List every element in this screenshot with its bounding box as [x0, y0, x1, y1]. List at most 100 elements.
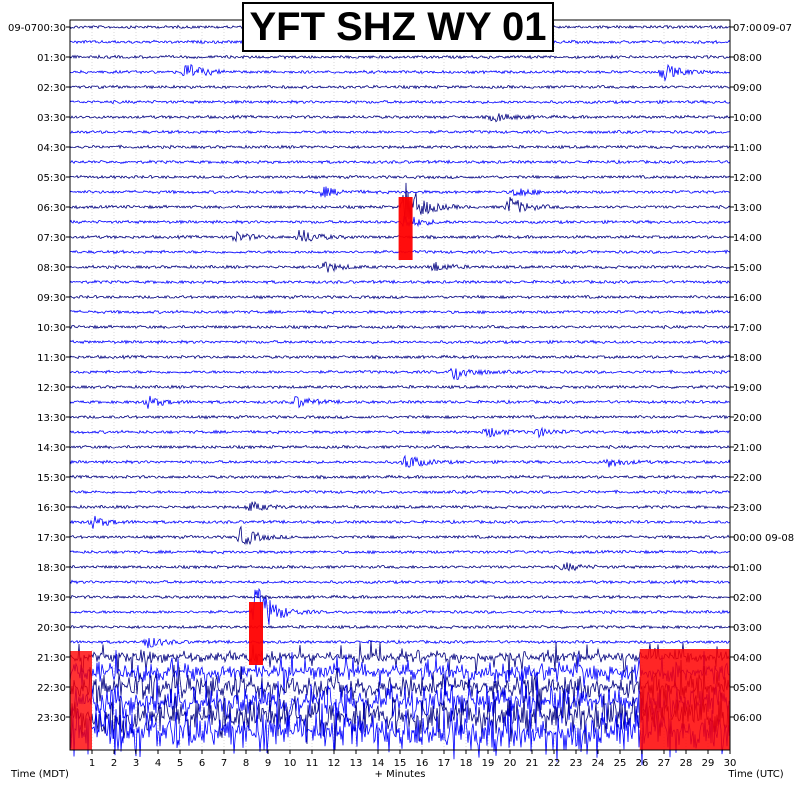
- right-time-label: 21:00: [733, 443, 762, 454]
- x-tick-label: 27: [658, 758, 671, 769]
- right-time-label: 19:00: [733, 383, 762, 394]
- right-time-label: 16:00: [733, 293, 762, 304]
- x-tick-label: 19: [482, 758, 495, 769]
- right-time-label: 17:00: [733, 323, 762, 334]
- left-time-label: 02:30: [37, 83, 66, 94]
- x-tick-label: 5: [177, 758, 183, 769]
- x-tick-label: 14: [372, 758, 385, 769]
- trace-row: [69, 294, 731, 300]
- x-tick-label: 21: [526, 758, 539, 769]
- date-right: 09-07: [763, 23, 792, 34]
- left-time-label: 21:30: [37, 653, 66, 664]
- left-time-label: 01:30: [37, 53, 66, 64]
- trace-row: [69, 279, 731, 285]
- x-tick-label: 25: [614, 758, 627, 769]
- clip-block: [639, 649, 730, 750]
- trace-row: [69, 84, 731, 90]
- x-tick-label: 17: [438, 758, 451, 769]
- right-time-label: 02:00: [733, 593, 762, 604]
- left-time-label: 17:30: [37, 533, 66, 544]
- trace-row: [69, 444, 731, 450]
- x-tick-label: 3: [133, 758, 139, 769]
- trace-row: [69, 515, 731, 529]
- right-time-label: 01:00: [733, 563, 762, 574]
- right-time-label: 12:00: [733, 173, 762, 184]
- x-tick-label: 22: [548, 758, 561, 769]
- trace-row: [69, 261, 731, 273]
- right-time-label: 11:00: [733, 143, 762, 154]
- x-tick-label: 29: [702, 758, 715, 769]
- x-tick-label: 15: [394, 758, 407, 769]
- trace-row: [69, 694, 731, 766]
- trace-row: [69, 489, 731, 495]
- right-time-label: 06:00: [733, 713, 762, 724]
- right-time-label: 10:00: [733, 113, 762, 124]
- trace-row: [69, 99, 731, 105]
- clip-marker: [398, 197, 413, 260]
- x-tick-label: 8: [243, 758, 249, 769]
- trace-row: [69, 339, 731, 345]
- trace-row: [69, 687, 731, 751]
- x-tick-label: 10: [284, 758, 297, 769]
- right-time-label: 03:00: [733, 623, 762, 634]
- trace-row: [69, 650, 731, 696]
- left-time-label: 14:30: [37, 443, 66, 454]
- right-time-label: 20:00: [733, 413, 762, 424]
- left-time-label: 22:30: [37, 683, 66, 694]
- left-time-label: 23:30: [37, 713, 66, 724]
- clip-block: [70, 651, 92, 750]
- clipped-segments: [70, 197, 730, 750]
- trace-row: [69, 367, 731, 381]
- right-time-label: 08:00: [733, 53, 762, 64]
- trace-row: [69, 587, 731, 628]
- left-time-label: 11:30: [37, 353, 66, 364]
- x-tick-label: 9: [265, 758, 271, 769]
- x-tick-label: 23: [570, 758, 583, 769]
- x-tick-label: 28: [680, 758, 693, 769]
- right-time-label: 00:00 09-08: [733, 533, 794, 544]
- trace-row: [69, 624, 731, 630]
- left-time-label: 19:30: [37, 593, 66, 604]
- trace-row: [69, 186, 731, 198]
- trace-row: [69, 174, 730, 180]
- left-time-label: 16:30: [37, 503, 66, 514]
- x-tick-label: 26: [636, 758, 649, 769]
- left-time-label: 00:30: [37, 23, 66, 34]
- trace-row: [69, 159, 731, 165]
- trace-row: [69, 354, 731, 360]
- x-tick-label: 16: [416, 758, 429, 769]
- trace-row: [69, 454, 731, 468]
- x-tick-label: 2: [111, 758, 117, 769]
- left-time-label: 09:30: [37, 293, 66, 304]
- right-time-label: 22:00: [733, 473, 762, 484]
- x-tick-label: 20: [504, 758, 517, 769]
- trace-row: [69, 395, 731, 409]
- right-time-label: 04:00: [733, 653, 762, 664]
- right-axis-label: Time (UTC): [727, 769, 783, 780]
- x-axis-label: + Minutes: [375, 769, 426, 780]
- right-time-label: 07:00: [733, 23, 762, 34]
- left-time-label: 12:30: [37, 383, 66, 394]
- axis-labels: 00:30 01:30 02:30 03:30 04:30 05:30 06:30 07:30…: [8, 23, 794, 780]
- right-time-label: 05:00: [733, 683, 762, 694]
- clip-marker: [249, 602, 263, 665]
- trace-row: [69, 414, 731, 420]
- x-tick-label: 1: [89, 758, 95, 769]
- left-time-label: 13:30: [37, 413, 66, 424]
- x-tick-label: 11: [306, 758, 319, 769]
- left-time-label: 04:30: [37, 143, 66, 154]
- chart-title: YFT SHZ WY 01: [242, 2, 554, 52]
- trace-row: [69, 113, 731, 123]
- x-tick-label: 6: [199, 758, 205, 769]
- trace-row: [69, 426, 731, 439]
- minute-gridlines: [91, 20, 709, 750]
- plot-frame: [69, 19, 731, 751]
- trace-row: [69, 324, 731, 330]
- trace-row: [69, 54, 731, 60]
- x-tick-label: 13: [350, 758, 363, 769]
- date-left: 09-07: [8, 23, 37, 34]
- x-tick-label: 18: [460, 758, 473, 769]
- trace-row: [69, 659, 731, 714]
- trace-row: [69, 63, 731, 82]
